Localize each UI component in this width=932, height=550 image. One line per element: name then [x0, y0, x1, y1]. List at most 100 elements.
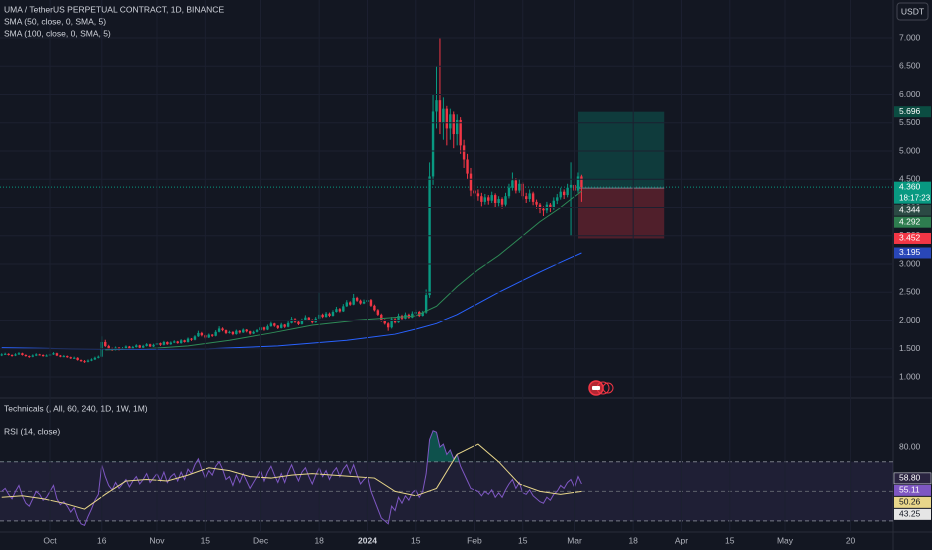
price-label: 4.292: [899, 216, 921, 226]
x-tick-label: Mar: [567, 535, 582, 545]
candle-body: [131, 347, 135, 349]
candle-body: [338, 309, 342, 312]
candle-body: [542, 208, 545, 211]
candle-body: [255, 330, 259, 332]
candle-body: [59, 355, 62, 357]
position-profit-zone: [577, 111, 665, 189]
candle-body: [276, 325, 279, 328]
event-icon-glyph: [592, 386, 600, 390]
candle-body: [145, 344, 148, 346]
symbol-title: UMA / TetherUS PERPETUAL CONTRACT, 1D, B…: [4, 4, 224, 14]
rsi-overbought-fill: [196, 430, 460, 462]
candle-body: [148, 344, 152, 347]
candle-body: [442, 108, 445, 123]
x-tick-label: May: [777, 535, 794, 545]
candle-body: [369, 300, 373, 306]
currency-button[interactable]: [896, 2, 929, 21]
candle-body: [438, 100, 442, 123]
candle-body: [504, 196, 507, 205]
candle-body: [342, 306, 345, 312]
candle-body: [166, 341, 169, 345]
candle-body: [290, 319, 293, 323]
candle-body: [152, 344, 155, 347]
candle-body: [431, 111, 435, 177]
candle-body: [493, 195, 497, 203]
candle-body: [569, 184, 573, 188]
candle-body: [107, 345, 110, 349]
y-tick-label: 1.000: [899, 371, 921, 381]
candle-body: [197, 332, 200, 337]
candle-body: [507, 187, 511, 197]
candle-body: [324, 313, 328, 318]
candle-body: [480, 196, 483, 202]
price-label: 4.344: [899, 204, 921, 214]
position-loss-zone: [577, 188, 665, 239]
candle-body: [186, 338, 190, 342]
candle-body: [349, 302, 352, 305]
candle-body: [576, 176, 580, 191]
candle-body: [511, 180, 514, 188]
candle-body: [524, 196, 528, 200]
event-icon[interactable]: [588, 380, 614, 396]
candle-body: [76, 357, 79, 361]
candle-body: [359, 300, 362, 304]
y-tick-label: 2.500: [899, 287, 921, 297]
candle-body: [72, 357, 76, 359]
candle-body: [162, 341, 166, 345]
candle-body: [376, 310, 380, 315]
candle-body: [228, 331, 231, 333]
candle-body: [452, 114, 455, 135]
candle-body: [331, 312, 335, 316]
candle-body: [31, 355, 34, 357]
x-tick-label: 15: [411, 535, 421, 545]
candle-body: [214, 331, 217, 336]
indicator-legend[interactable]: RSI (14, close): [4, 426, 60, 436]
candle-body: [224, 330, 228, 333]
candle-body: [335, 309, 338, 313]
candle-body: [55, 353, 59, 356]
candle-body: [217, 328, 221, 332]
candle-body: [445, 108, 449, 129]
candle-body: [83, 361, 86, 363]
candle-body: [362, 301, 366, 304]
candle-body: [459, 119, 462, 146]
candle-body: [28, 356, 31, 358]
indicator-legend[interactable]: SMA (50, close, 0, SMA, 5): [4, 16, 106, 26]
candle-body: [355, 297, 359, 301]
candle-body: [528, 193, 531, 200]
candle-body: [266, 326, 269, 330]
candle-body: [321, 314, 324, 318]
candle-body: [390, 319, 393, 328]
candle-body: [328, 313, 331, 316]
candle-body: [280, 324, 283, 328]
price-countdown: 18:17:23: [899, 193, 931, 202]
y-tick-label: 4.500: [899, 174, 921, 184]
candle-body: [235, 330, 238, 335]
rsi-value-box: [893, 472, 932, 485]
candle-body: [531, 193, 535, 202]
x-tick-label: Oct: [43, 535, 57, 545]
candle-body: [352, 297, 355, 305]
indicator-legend[interactable]: SMA (100, close, 0, SMA, 5): [4, 28, 111, 38]
candle-body: [580, 176, 583, 188]
rsi-value-label: 58.80: [899, 473, 921, 483]
rsi-value-box: [894, 484, 931, 496]
candle-body: [0, 354, 3, 356]
indicator-legend[interactable]: Technicals (, All, 60, 240, 1D, 1W, 1M): [4, 403, 148, 413]
candle-body: [242, 329, 245, 333]
candle-body: [183, 340, 186, 342]
y-tick-label: 5.500: [899, 117, 921, 127]
candle-body: [86, 360, 90, 362]
candle-body: [273, 323, 276, 326]
candle-body: [311, 319, 314, 323]
candle-body: [380, 314, 383, 321]
price-label-box: [894, 216, 931, 228]
y-tick-label: 6.000: [899, 89, 921, 99]
currency-label[interactable]: USDT: [901, 6, 924, 16]
candle-body: [283, 324, 286, 327]
candle-body: [411, 313, 414, 318]
candle-body: [104, 341, 107, 346]
candle-body: [252, 331, 255, 334]
